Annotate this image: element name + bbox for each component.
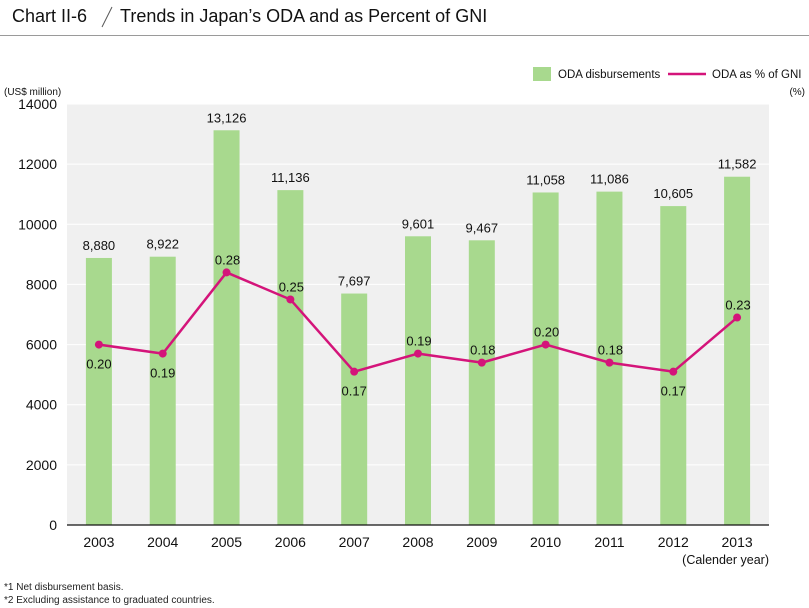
line-value-label: 0.23 — [725, 298, 750, 313]
x-tick-label: 2010 — [530, 534, 561, 550]
line-point — [541, 340, 550, 349]
line-value-label: 0.18 — [470, 343, 495, 358]
bar-value-label: 11,058 — [526, 172, 565, 187]
chart-header: Chart II-6 Trends in Japan’s ODA and as … — [0, 0, 809, 40]
bar-value-label: 8,880 — [83, 238, 116, 253]
bar — [468, 240, 495, 525]
line-value-label: 0.28 — [215, 252, 240, 267]
y2-axis-title: (%) — [789, 87, 805, 98]
line-value-label: 0.17 — [661, 384, 686, 399]
legend-label: ODA disbursements — [558, 69, 661, 81]
y-tick-label: 8000 — [26, 276, 57, 292]
bar-value-label: 11,582 — [718, 157, 757, 172]
legend-label: ODA as % of GNI — [712, 69, 801, 81]
footnotes: *1 Net disbursement basis. *2 Excluding … — [4, 581, 215, 607]
footnote: *1 Net disbursement basis. — [4, 582, 124, 593]
line-point — [94, 340, 103, 349]
line-point — [605, 358, 614, 367]
line-point — [414, 349, 422, 358]
line-value-label: 0.20 — [534, 325, 559, 340]
x-tick-label: 2004 — [147, 534, 178, 550]
legend-bar-swatch — [533, 67, 551, 81]
x-tick-label: 2013 — [722, 534, 753, 550]
footnote: *2 Excluding assistance to graduated cou… — [4, 595, 215, 606]
title-separator — [101, 6, 113, 28]
x-axis-title: (Calender year) — [682, 553, 769, 567]
chart-title: Trends in Japan’s ODA and as Percent of … — [120, 6, 488, 26]
header-rule — [0, 35, 809, 36]
bar — [724, 176, 751, 525]
x-tick-label: 2003 — [83, 534, 114, 550]
bar-value-label: 9,601 — [402, 216, 435, 231]
x-tick-label: 2007 — [339, 534, 370, 550]
y-tick-label: 0 — [49, 517, 57, 533]
line-value-label: 0.19 — [406, 334, 431, 349]
line-value-label: 0.19 — [150, 366, 175, 381]
line-point — [733, 313, 742, 322]
x-tick-label: 2011 — [594, 534, 624, 550]
bar-value-label: 10,605 — [653, 186, 693, 201]
line-value-label: 0.20 — [86, 357, 111, 372]
bar — [341, 293, 368, 525]
line-point — [477, 358, 486, 367]
line-point — [222, 268, 231, 277]
y-tick-label: 14000 — [18, 96, 57, 112]
x-tick-label: 2012 — [658, 534, 689, 550]
bar-value-label: 8,922 — [146, 237, 179, 252]
line-point — [286, 295, 295, 304]
bar — [532, 192, 559, 525]
y-tick-label: 4000 — [26, 397, 57, 413]
y-axis-title: (US$ million) — [4, 87, 61, 98]
line-point — [158, 349, 167, 358]
bar-value-label: 7,697 — [338, 274, 371, 289]
x-tick-label: 2009 — [466, 534, 497, 550]
x-tick-label: 2008 — [402, 534, 433, 550]
bar — [596, 191, 623, 525]
line-value-label: 0.18 — [598, 343, 623, 358]
line-value-label: 0.25 — [279, 279, 304, 294]
x-tick-label: 2006 — [275, 534, 306, 550]
line-point — [350, 367, 359, 376]
y-tick-label: 12000 — [18, 156, 57, 172]
bar-value-label: 9,467 — [466, 220, 499, 235]
bar — [85, 257, 112, 525]
line-point — [669, 367, 678, 376]
x-tick-label: 2005 — [211, 534, 242, 550]
y-tick-label: 10000 — [18, 216, 57, 232]
bar-value-label: 11,086 — [590, 172, 629, 187]
bar — [405, 236, 431, 525]
bar-value-label: 13,126 — [207, 110, 247, 125]
y-tick-label: 6000 — [26, 337, 57, 353]
bar — [149, 256, 176, 525]
bar-value-label: 11,136 — [271, 170, 310, 185]
chart-canvas: 0 2000 4000 6000 8000 10000 12000 14000 8,880 8,9… — [4, 67, 805, 567]
bar — [213, 130, 240, 526]
bar — [277, 190, 304, 525]
chart-id: Chart II-6 — [12, 6, 88, 26]
y-tick-label: 2000 — [26, 457, 57, 473]
line-value-label: 0.17 — [342, 384, 367, 399]
